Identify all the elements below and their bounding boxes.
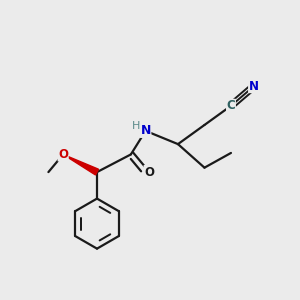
Text: N: N	[140, 124, 151, 137]
Text: O: O	[144, 166, 154, 178]
Text: H: H	[132, 121, 140, 130]
Text: C: C	[226, 99, 235, 112]
Text: N: N	[249, 80, 259, 93]
Text: O: O	[58, 148, 68, 161]
Polygon shape	[63, 154, 98, 175]
